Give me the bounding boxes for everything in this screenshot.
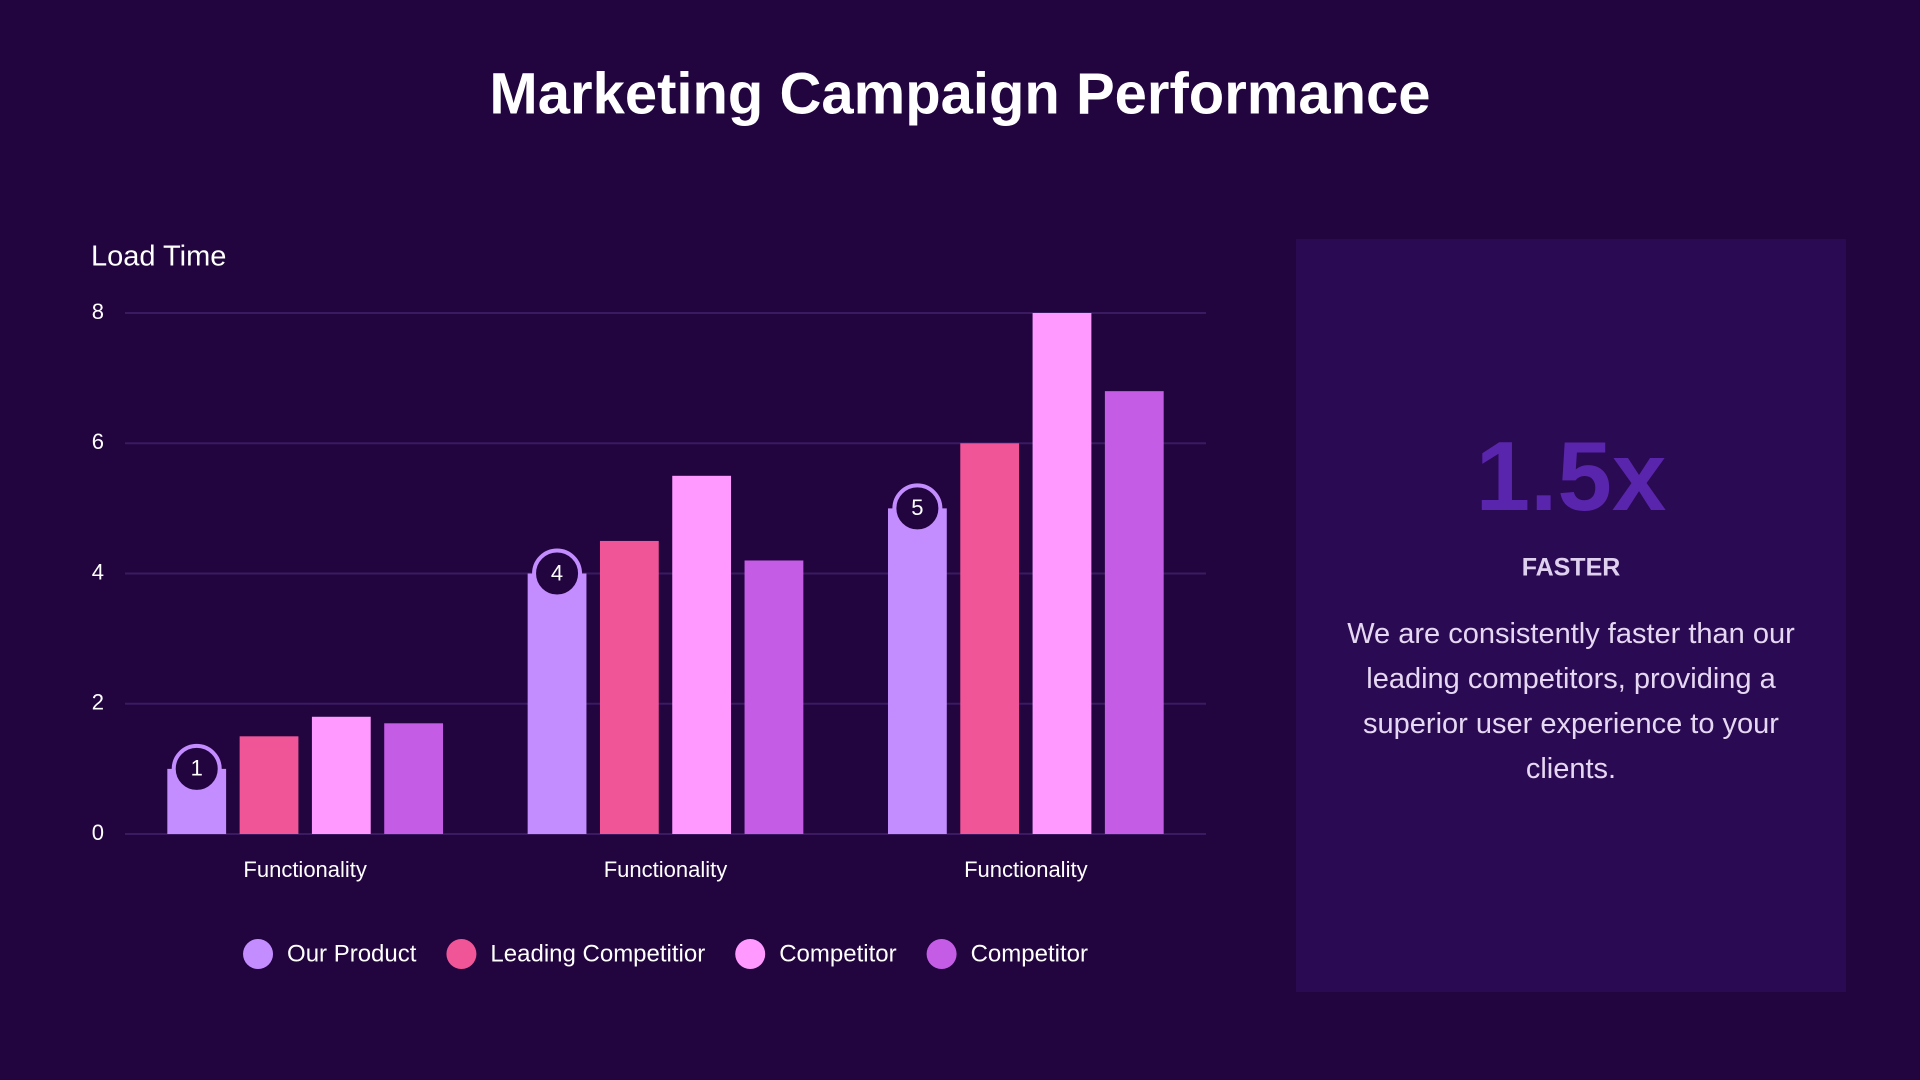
y-tick-label: 0	[92, 820, 104, 845]
bar	[744, 560, 804, 834]
data-label: 1	[191, 756, 203, 781]
bar	[527, 573, 587, 834]
bar	[599, 540, 659, 834]
bar	[384, 723, 444, 834]
y-tick-label: 6	[92, 429, 104, 454]
x-tick-label: Functionality	[604, 857, 728, 882]
chart-title: Marketing Campaign Performance	[489, 61, 1430, 126]
data-label: 5	[911, 495, 923, 520]
legend-label: Leading Competitior	[490, 940, 705, 967]
annotation-badge	[532, 548, 583, 599]
callout-text: We are consistently faster than our lead…	[1347, 618, 1795, 785]
bar	[239, 736, 299, 834]
bar	[1032, 313, 1092, 834]
legend-marker	[446, 939, 477, 969]
y-axis-label: Load Time	[91, 241, 226, 273]
annotation-badge	[892, 483, 943, 534]
x-tick-label: Functionality	[243, 857, 367, 882]
bar	[887, 508, 947, 834]
callout-label: FASTER	[1522, 554, 1621, 582]
y-tick-label: 2	[92, 690, 104, 715]
bar	[672, 475, 732, 834]
y-tick-label: 4	[92, 559, 104, 584]
callout-stat: 1.5x	[1476, 421, 1667, 531]
bar	[960, 443, 1020, 834]
y-tick-label: 8	[92, 299, 104, 324]
legend-marker	[735, 939, 766, 969]
x-tick-label: Functionality	[964, 857, 1088, 882]
callout-panel	[1296, 239, 1846, 992]
legend-marker	[926, 939, 957, 969]
legend-marker	[243, 939, 274, 969]
data-label: 4	[551, 560, 563, 585]
legend-label: Our Product	[287, 940, 417, 967]
legend-label: Competitor	[971, 940, 1088, 967]
legend-label: Competitor	[779, 940, 896, 967]
bar	[1104, 391, 1164, 834]
annotation-badge	[171, 743, 222, 794]
bar	[311, 716, 371, 834]
